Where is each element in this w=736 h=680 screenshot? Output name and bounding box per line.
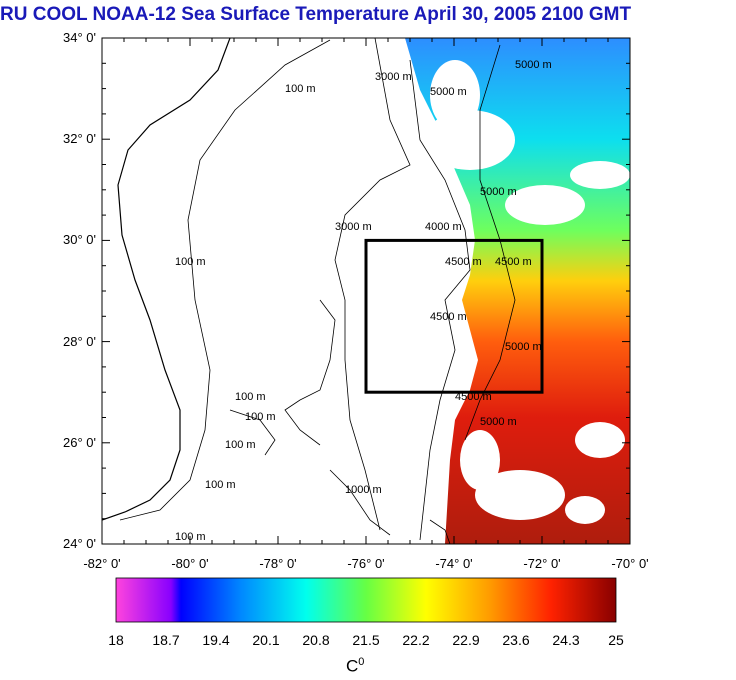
- isobath-3000: [334, 38, 411, 531]
- lat-label: 34° 0': [63, 30, 96, 45]
- colorbar-unit: C0: [346, 656, 365, 676]
- colorbar: [115, 577, 617, 623]
- isobath-4000: [409, 59, 471, 541]
- colorbar-tick-label: 24.3: [552, 632, 580, 648]
- contour-label: 1000 m: [345, 484, 382, 496]
- lon-label: -74° 0': [435, 556, 473, 571]
- lon-label: -70° 0': [611, 556, 649, 571]
- colorbar-tick-label: 19.4: [202, 632, 230, 648]
- contour-label: 4500 m: [455, 391, 492, 403]
- contour-label: 100 m: [175, 256, 206, 268]
- contour-label: 4500 m: [495, 256, 532, 268]
- lat-label: 28° 0': [63, 333, 96, 349]
- analysis-box: [364, 238, 544, 394]
- contour-label: 100 m: [225, 439, 256, 451]
- contour-label: 5000 m: [515, 59, 552, 71]
- lat-label: 26° 0': [63, 434, 96, 450]
- contour-label: 5000 m: [480, 416, 517, 428]
- contour-label: 100 m: [175, 531, 206, 543]
- lon-label: -80° 0': [171, 556, 209, 571]
- contour-label: 5000 m: [480, 186, 517, 198]
- bahamas-islands: [229, 299, 451, 544]
- contour-label: 4500 m: [430, 311, 467, 323]
- lat-label: 32° 0': [63, 131, 96, 147]
- contour-label: 5000 m: [505, 341, 542, 353]
- contour-label: 4000 m: [425, 221, 462, 233]
- axis-ticks: [101, 37, 631, 545]
- colorbar-tick-label: 18.7: [152, 632, 180, 648]
- lat-label: 30° 0': [63, 232, 96, 248]
- lat-label: 24° 0': [63, 536, 96, 551]
- colorbar-tick-label: 18: [108, 632, 124, 648]
- map-title: RU COOL NOAA-12 Sea Surface Temperature …: [0, 4, 632, 25]
- lon-label: -76° 0': [347, 556, 385, 571]
- colorbar-tick-label: 21.5: [352, 632, 380, 648]
- colorbar-tick-label: 23.6: [502, 632, 530, 648]
- lon-label: -78° 0': [259, 556, 297, 571]
- colorbar-tick-label: 22.9: [452, 632, 480, 648]
- contour-labels: 100 m 100 m 100 m 100 m 100 m 100 m 100 m 1000 …: [175, 59, 552, 543]
- contour-label: 3000 m: [335, 221, 372, 233]
- lon-label: -82° 0': [83, 556, 121, 571]
- contour-label: 100 m: [245, 411, 276, 423]
- contour-label: 100 m: [235, 391, 266, 403]
- contour-label: 100 m: [285, 83, 316, 95]
- contour-label: 4500 m: [445, 256, 482, 268]
- contour-label: 3000 m: [375, 71, 412, 83]
- colorbar-tick-label: 22.2: [402, 632, 430, 648]
- colorbar-tick-label: 20.1: [252, 632, 280, 648]
- cloud-patches: [425, 60, 630, 524]
- contour-label: 100 m: [205, 479, 236, 491]
- lon-label: -72° 0': [523, 556, 561, 571]
- colorbar-tick-label: 20.8: [302, 632, 330, 648]
- isobath-100: [119, 39, 331, 521]
- colorbar-tick-label: 25: [608, 632, 624, 648]
- florida-coast: [102, 38, 231, 521]
- contour-label: 5000 m: [430, 86, 467, 98]
